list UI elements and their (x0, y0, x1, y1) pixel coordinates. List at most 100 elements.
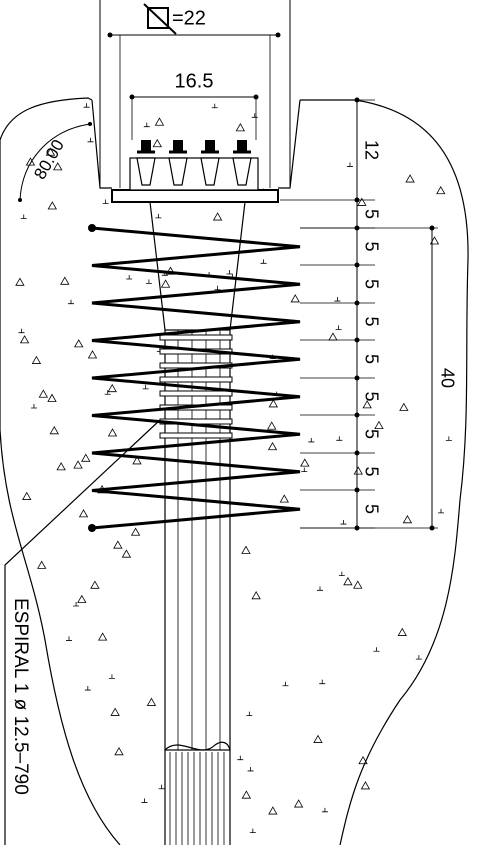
aggregate (122, 550, 130, 557)
aggregate (339, 572, 345, 576)
aggregate (103, 200, 109, 204)
aggregate (242, 546, 250, 553)
aggregate (78, 596, 86, 603)
aggregate (38, 561, 46, 568)
aggregate (212, 104, 218, 108)
aggregate (141, 798, 147, 802)
aggregate (269, 400, 277, 407)
aggregate (334, 297, 340, 301)
aggregate (246, 712, 252, 716)
aggregate (23, 493, 31, 500)
aggregate (214, 213, 222, 220)
dot (88, 224, 96, 232)
chain-dimension: 5 (361, 504, 381, 514)
aggregate (437, 187, 445, 194)
aggregate (354, 467, 362, 474)
aggregate (268, 443, 276, 450)
chain-dimension: 5 (361, 241, 381, 251)
aggregate (109, 674, 115, 678)
aggregate (147, 698, 155, 705)
chain-dimension: 5 (361, 466, 381, 476)
aggregate (446, 436, 452, 440)
aggregate (61, 277, 69, 284)
aggregate (18, 329, 24, 333)
aggregate (74, 461, 82, 468)
spiral-bar (160, 377, 232, 382)
aggregate (105, 390, 111, 394)
aggregate (88, 138, 94, 142)
aggregate (50, 427, 58, 434)
aggregate (114, 541, 122, 548)
aggregate (16, 278, 24, 285)
aggregate (99, 633, 107, 640)
aggregate (336, 325, 342, 329)
spiral-bar (160, 433, 232, 438)
aggregate (126, 275, 132, 279)
wedge-top (173, 140, 183, 152)
spiral-bar (160, 335, 232, 340)
aggregate (314, 736, 322, 743)
aggregate (115, 748, 123, 755)
aggregate (162, 280, 170, 287)
dot (430, 226, 435, 231)
spiral-bar (160, 391, 232, 396)
aggregate (317, 586, 323, 590)
aggregate (31, 404, 37, 408)
aggregate (438, 509, 444, 513)
aggregate (295, 800, 303, 807)
aggregate (363, 401, 371, 408)
aggregate (361, 782, 369, 789)
aggregate (375, 422, 383, 429)
aggregate (322, 808, 328, 812)
drawing-group: =2216.580.001255555555540ESPIRAL 1 ø 12.… (0, 0, 468, 845)
aggregate (329, 333, 337, 340)
total-dimension: 40 (437, 368, 457, 388)
dot (18, 198, 22, 202)
concrete-outline (0, 98, 468, 845)
aggregate (344, 578, 352, 585)
aggregate (319, 680, 325, 684)
aggregate (236, 124, 244, 131)
aggregate (308, 438, 314, 442)
aggregate (252, 113, 258, 117)
aggregate (91, 581, 99, 588)
drawing: =2216.580.001255555555540ESPIRAL 1 ø 12.… (0, 0, 495, 845)
aggregate (159, 785, 165, 789)
wedge-top (237, 140, 247, 152)
wedge-top (205, 140, 215, 152)
aggregate (250, 829, 256, 833)
aggregate (82, 454, 90, 461)
aggregate (242, 791, 250, 798)
aggregate (403, 516, 411, 523)
aggregate (398, 629, 406, 636)
aggregate (68, 300, 74, 304)
aggregate (57, 463, 65, 470)
aggregate (48, 202, 56, 209)
dot (430, 526, 435, 531)
aggregate (75, 340, 83, 347)
aggregate (291, 295, 299, 302)
aggregate (340, 520, 346, 524)
aggregate (146, 279, 152, 283)
dot (88, 524, 96, 532)
aggregate (400, 404, 408, 411)
aggregate (21, 215, 27, 219)
aggregate (261, 259, 267, 263)
anchor-plate (112, 190, 278, 202)
aggregate (80, 510, 88, 517)
aggregate (153, 140, 161, 147)
aggregate (111, 708, 119, 715)
top-dimension: =22 (172, 7, 206, 29)
aggregate (406, 175, 414, 182)
chain-dimension: 5 (361, 279, 381, 289)
tendon-end (165, 742, 230, 845)
wedge-top (141, 140, 151, 152)
aggregate (416, 655, 422, 659)
chain-dimension: 5 (361, 391, 381, 401)
aggregate (144, 123, 150, 127)
spiral-label: ESPIRAL 1 ø 12.5–790 (10, 598, 31, 795)
aggregate (88, 351, 96, 358)
aggregate (227, 270, 233, 274)
aggregate (268, 422, 276, 429)
dot (108, 33, 113, 38)
